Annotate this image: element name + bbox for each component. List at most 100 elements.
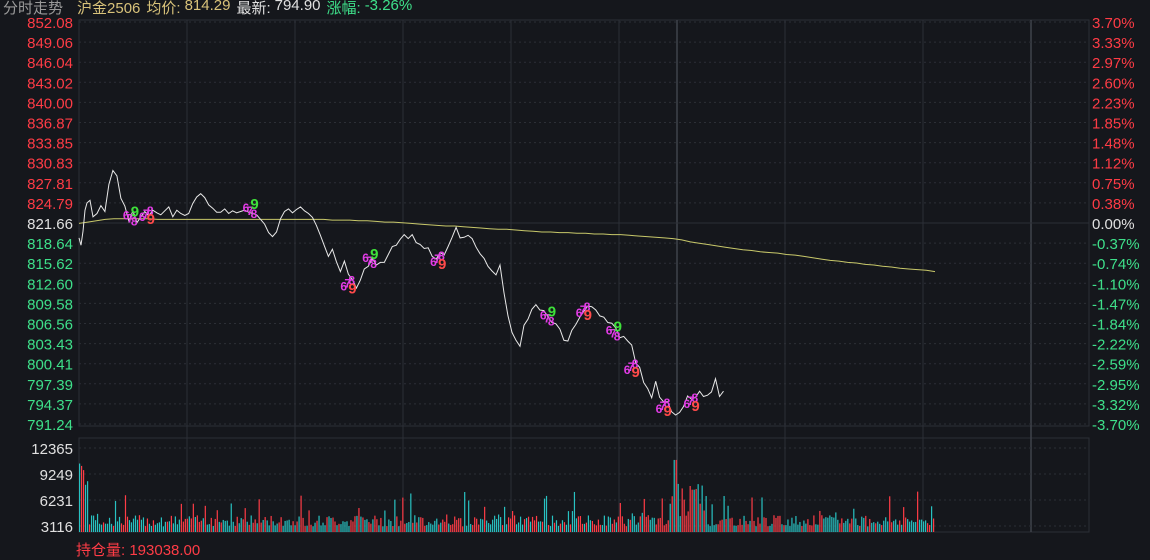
volume-bar bbox=[230, 503, 232, 532]
volume-bar bbox=[424, 525, 426, 532]
volume-bar bbox=[727, 505, 729, 532]
percent-tick-label: 1.85% bbox=[1092, 116, 1135, 133]
volume-bar bbox=[136, 519, 139, 532]
signal-nine-marker: 9 bbox=[438, 256, 446, 273]
sequence-marker: 7 bbox=[344, 277, 351, 291]
volume-bar bbox=[801, 525, 803, 532]
volume-bar bbox=[482, 519, 484, 532]
volume-bar bbox=[452, 524, 454, 532]
sequence-marker: 6 bbox=[540, 309, 547, 323]
percent-tick-label: 0.00% bbox=[1092, 216, 1135, 233]
volume-bar bbox=[849, 523, 851, 532]
sequence-marker: 7 bbox=[753, 0, 760, 3]
volume-bar bbox=[933, 518, 935, 532]
volume-bar bbox=[817, 524, 819, 532]
volume-bar bbox=[733, 525, 735, 532]
signal-nine-marker: 9 bbox=[370, 246, 378, 263]
volume-bar bbox=[553, 522, 556, 532]
volume-bar bbox=[925, 520, 927, 532]
volume-bar bbox=[803, 520, 805, 532]
volume-bar bbox=[326, 517, 328, 532]
volume-bar bbox=[490, 524, 492, 532]
avg-label: 均价: bbox=[146, 0, 181, 17]
volume-bar bbox=[743, 515, 745, 532]
volume-bar bbox=[909, 521, 911, 532]
sequence-marker: 6 bbox=[725, 0, 732, 3]
volume-bar bbox=[763, 517, 765, 532]
volume-bar bbox=[915, 521, 917, 532]
volume-bar bbox=[152, 520, 155, 532]
price-tick-label: 806.56 bbox=[27, 317, 73, 334]
volume-bar bbox=[344, 521, 346, 532]
volume-bar bbox=[875, 523, 877, 532]
volume-bar bbox=[587, 515, 590, 532]
volume-bar bbox=[400, 520, 402, 532]
volume-bar bbox=[320, 525, 322, 532]
volume-bar bbox=[112, 525, 115, 532]
volume-bar bbox=[190, 518, 192, 532]
volume-bar bbox=[376, 519, 378, 532]
volume-bar bbox=[795, 516, 797, 532]
volume-bar bbox=[276, 523, 278, 532]
volume-bar bbox=[450, 524, 452, 532]
volume-bar bbox=[823, 518, 825, 532]
volume-bar bbox=[623, 523, 625, 532]
chart-header: 分时走势 沪金2506 均价: 814.29 最新: 794.90 涨幅: -3… bbox=[3, 0, 418, 17]
volume-bar bbox=[314, 522, 316, 532]
sequence-marker: 7 bbox=[366, 254, 373, 268]
volume-bar bbox=[218, 521, 220, 532]
volume-bar bbox=[440, 522, 442, 532]
volume-bar bbox=[563, 522, 566, 532]
open-interest-label: 持仓量: 193038.00 bbox=[76, 542, 201, 559]
percent-tick-label: -1.84% bbox=[1092, 317, 1140, 334]
volume-bar bbox=[162, 526, 165, 532]
volume-bar bbox=[815, 524, 817, 532]
volume-bar bbox=[216, 510, 218, 532]
volume-bar bbox=[96, 513, 99, 532]
volume-bar bbox=[292, 521, 294, 532]
volume-bar bbox=[382, 526, 384, 532]
volume-bar bbox=[134, 515, 137, 532]
volume-bar bbox=[178, 519, 180, 532]
volume-bar bbox=[446, 514, 448, 532]
volume-bar bbox=[90, 515, 93, 532]
volume-bar bbox=[729, 518, 731, 532]
volume-bar bbox=[254, 519, 256, 532]
volume-bar bbox=[507, 517, 510, 532]
volume-bar bbox=[360, 516, 362, 532]
sequence-marker: 8 bbox=[584, 300, 591, 314]
volume-bar bbox=[687, 511, 689, 532]
sequence-marker: 6 bbox=[879, 0, 886, 3]
volume-bar bbox=[208, 524, 210, 532]
signal-nine-marker: 9 bbox=[548, 304, 556, 321]
volume-bar bbox=[711, 504, 713, 532]
volume-bar bbox=[663, 525, 665, 532]
volume-bar bbox=[565, 524, 568, 532]
sequence-marker: 8 bbox=[614, 330, 621, 344]
volume-bar bbox=[747, 524, 749, 532]
volume-bar bbox=[186, 518, 188, 532]
volume-bar bbox=[392, 526, 394, 532]
volume-bar bbox=[527, 516, 530, 532]
volume-bar bbox=[897, 524, 899, 532]
volume-bar bbox=[645, 516, 647, 532]
volume-tick-label: 12365 bbox=[31, 441, 73, 458]
volume-bar bbox=[286, 520, 288, 532]
volume-bar bbox=[811, 525, 813, 532]
volume-bar bbox=[597, 519, 599, 532]
volume-bar bbox=[258, 499, 260, 532]
volume-bar bbox=[749, 520, 751, 532]
volume-bar bbox=[741, 524, 743, 532]
volume-bar bbox=[488, 523, 490, 532]
volume-bar bbox=[132, 518, 135, 532]
volume-bar bbox=[557, 525, 560, 532]
volume-bar bbox=[184, 518, 186, 532]
volume-bar bbox=[224, 520, 226, 532]
volume-bar bbox=[907, 519, 909, 532]
volume-bar bbox=[509, 518, 512, 532]
volume-bar bbox=[470, 523, 472, 532]
volume-bar bbox=[643, 498, 645, 532]
volume-bar bbox=[302, 517, 304, 532]
sequence-marker: 8 bbox=[548, 315, 555, 329]
volume-bar bbox=[414, 515, 416, 532]
